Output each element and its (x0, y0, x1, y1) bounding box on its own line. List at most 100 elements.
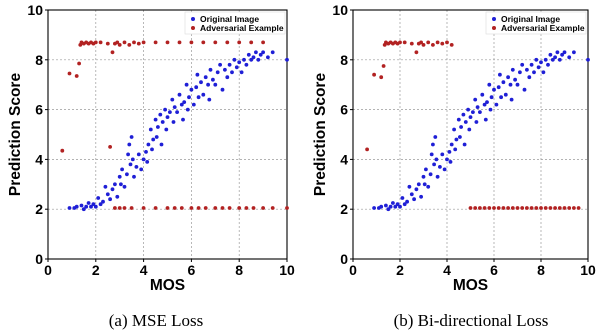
adversarial-point (141, 206, 146, 210)
adversarial-point (548, 206, 553, 210)
original-point (158, 112, 163, 117)
adversarial-point (381, 64, 386, 68)
adversarial-point (435, 40, 440, 45)
original-point (532, 70, 536, 75)
x-tick-label: 8 (235, 262, 243, 278)
y-tick-label: 4 (340, 151, 348, 167)
original-point (482, 102, 487, 107)
original-point (191, 102, 196, 107)
adversarial-point (77, 61, 81, 66)
original-point (195, 72, 200, 77)
original-point (462, 142, 467, 147)
original-point (67, 206, 72, 210)
adversarial-point (487, 206, 492, 210)
original-point (473, 97, 478, 102)
legend-entry: Original Image (501, 14, 560, 24)
adversarial-point (244, 206, 249, 210)
original-point (459, 125, 463, 129)
adversarial-point (506, 206, 510, 210)
original-point (452, 127, 456, 132)
adversarial-point (227, 206, 232, 210)
original-point (466, 107, 470, 112)
adversarial-point (468, 206, 473, 210)
original-point (113, 182, 117, 187)
y-tick-label: 0 (35, 251, 43, 267)
original-point (213, 82, 218, 87)
y-tick-label: 2 (35, 201, 43, 217)
plot-frame (47, 9, 288, 260)
original-point (141, 157, 146, 162)
y-tick-label: 10 (27, 2, 43, 18)
adversarial-point (225, 40, 230, 45)
adversarial-point (237, 206, 242, 210)
original-point (458, 135, 462, 139)
original-point (89, 204, 93, 209)
original-point (207, 97, 212, 102)
original-point (134, 165, 139, 169)
original-point (525, 67, 529, 72)
adversarial-point (478, 206, 482, 210)
original-point (402, 202, 407, 207)
original-point (560, 52, 564, 57)
original-point (237, 60, 242, 65)
x-tick-label: 6 (490, 262, 498, 278)
original-point (543, 57, 548, 62)
original-point (234, 65, 239, 70)
adversarial-point (117, 43, 122, 47)
original-point (572, 50, 576, 55)
original-point (153, 117, 158, 122)
adversarial-point (129, 206, 134, 210)
original-point (120, 167, 124, 172)
original-point (132, 174, 136, 179)
original-point (463, 120, 468, 124)
original-point (405, 199, 409, 204)
adversarial-point (189, 40, 194, 45)
original-point (227, 62, 232, 67)
adversarial-point (520, 206, 525, 210)
original-point (108, 197, 112, 202)
original-point (489, 95, 494, 100)
original-point (208, 67, 213, 72)
original-point (211, 77, 215, 82)
original-point (372, 206, 376, 210)
original-point (432, 162, 436, 167)
plot-frame (352, 9, 589, 260)
adversarial-point (419, 40, 423, 45)
original-point (230, 70, 234, 75)
original-point (445, 157, 449, 162)
original-point (145, 160, 150, 164)
original-point (128, 162, 133, 167)
adversarial-point (496, 206, 501, 210)
adversarial-point (510, 206, 515, 210)
original-point (91, 202, 96, 207)
y-tick-label: 8 (340, 52, 348, 68)
original-point (412, 197, 416, 202)
x-tick-label: 8 (537, 262, 545, 278)
adversarial-point (172, 206, 177, 210)
original-point (515, 82, 520, 87)
original-point (119, 182, 123, 187)
original-point (471, 110, 475, 114)
legend-box (184, 11, 286, 35)
original-point (557, 57, 562, 62)
original-point (130, 157, 135, 162)
original-point (84, 204, 89, 209)
x-tick-label: 0 (349, 262, 357, 278)
adversarial-point (213, 40, 218, 45)
original-point (244, 62, 249, 67)
original-point (285, 57, 289, 62)
original-point (395, 202, 400, 207)
original-point (548, 52, 553, 57)
x-tick-label: 10 (580, 262, 596, 278)
adversarial-point (220, 206, 225, 210)
adversarial-point (122, 206, 127, 210)
adversarial-point (414, 50, 419, 55)
original-point (189, 87, 194, 92)
original-point (225, 75, 230, 80)
original-point (177, 92, 182, 97)
original-point (232, 57, 237, 62)
original-point (196, 95, 201, 100)
y-axis-label: Prediction Score (312, 73, 329, 197)
